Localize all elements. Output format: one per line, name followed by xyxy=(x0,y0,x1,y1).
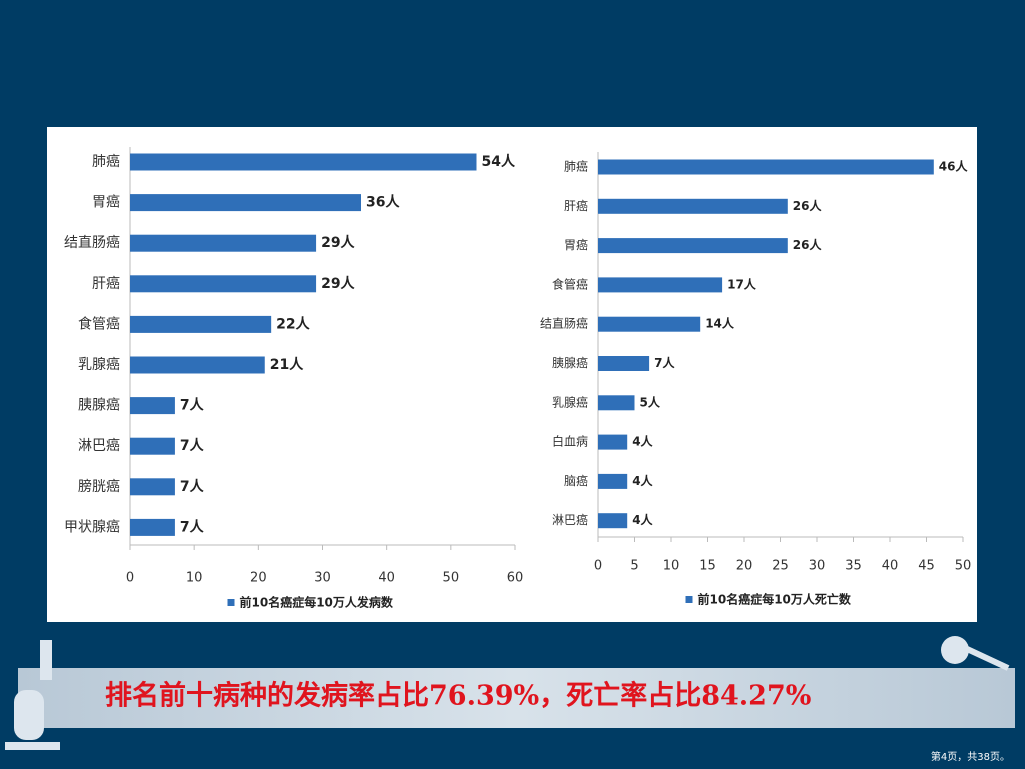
y-tick-label: 胰腺癌 xyxy=(78,398,120,414)
value-label: 36人 xyxy=(366,194,400,211)
bar xyxy=(130,437,175,455)
legend-label: 前10名癌症每10万人死亡数 xyxy=(698,592,852,607)
y-tick-label: 胰腺癌 xyxy=(552,355,588,370)
value-label: 7人 xyxy=(654,355,675,370)
bar xyxy=(130,315,272,333)
y-tick-label: 白血病 xyxy=(552,434,588,449)
bar xyxy=(130,153,477,171)
x-tick-label: 45 xyxy=(918,559,935,574)
y-tick-label: 肝癌 xyxy=(564,198,588,213)
y-tick-label: 胃癌 xyxy=(92,195,120,211)
y-tick-label: 脑癌 xyxy=(564,473,588,488)
value-label: 26人 xyxy=(793,198,823,213)
y-tick-label: 肺癌 xyxy=(564,159,588,174)
microscope-icon xyxy=(5,640,60,750)
bar xyxy=(598,434,628,450)
y-tick-label: 淋巴癌 xyxy=(78,438,120,454)
value-label: 54人 xyxy=(482,153,516,170)
bar xyxy=(130,234,317,252)
x-tick-label: 50 xyxy=(955,559,972,574)
bar xyxy=(598,238,788,254)
caption-band xyxy=(18,668,1015,728)
x-tick-label: 40 xyxy=(378,571,395,586)
bar xyxy=(598,198,788,214)
value-label: 7人 xyxy=(180,397,205,414)
value-label: 7人 xyxy=(180,478,205,495)
bar xyxy=(130,194,361,212)
x-tick-label: 20 xyxy=(736,559,753,574)
x-tick-label: 10 xyxy=(663,559,680,574)
bar xyxy=(130,397,175,415)
value-label: 22人 xyxy=(276,315,310,332)
bar xyxy=(598,277,723,293)
x-tick-label: 5 xyxy=(630,559,638,574)
bar xyxy=(598,473,628,489)
y-tick-label: 胃癌 xyxy=(564,237,588,252)
y-tick-label: 膀胱癌 xyxy=(78,478,120,495)
bar xyxy=(598,356,650,371)
x-tick-label: 40 xyxy=(882,559,899,574)
y-tick-label: 肺癌 xyxy=(92,154,120,170)
lamp-icon xyxy=(941,636,1010,671)
x-tick-label: 30 xyxy=(809,559,826,574)
value-label: 4人 xyxy=(632,512,653,527)
y-tick-label: 甲状腺癌 xyxy=(64,519,120,535)
bar xyxy=(130,275,317,293)
bar xyxy=(598,316,701,332)
value-label: 14人 xyxy=(705,316,735,331)
x-tick-label: 20 xyxy=(250,571,267,586)
x-tick-label: 10 xyxy=(186,571,203,586)
x-tick-label: 50 xyxy=(443,571,460,586)
y-tick-label: 结直肠癌 xyxy=(64,234,120,251)
legend-label: 前10名癌症每10万人发病数 xyxy=(240,595,394,610)
value-label: 21人 xyxy=(270,356,304,373)
x-tick-label: 15 xyxy=(699,559,716,574)
y-tick-label: 食管癌 xyxy=(78,315,120,332)
x-tick-label: 35 xyxy=(845,559,862,574)
legend-swatch xyxy=(685,596,693,603)
x-tick-label: 0 xyxy=(594,559,602,574)
bar xyxy=(130,478,175,496)
value-label: 7人 xyxy=(180,437,205,454)
bar xyxy=(598,159,934,175)
value-label: 29人 xyxy=(321,234,355,251)
value-label: 17人 xyxy=(727,276,757,291)
value-label: 29人 xyxy=(321,275,355,292)
y-tick-label: 食管癌 xyxy=(552,276,588,291)
legend-swatch xyxy=(227,599,235,606)
y-tick-label: 结直肠癌 xyxy=(540,316,588,331)
page-label: 第4页，共38页。 xyxy=(931,750,1010,763)
value-label: 5人 xyxy=(640,394,661,409)
x-tick-label: 25 xyxy=(772,559,789,574)
y-tick-label: 肝癌 xyxy=(92,276,120,292)
value-label: 4人 xyxy=(632,434,653,449)
value-label: 4人 xyxy=(632,473,653,488)
value-label: 26人 xyxy=(793,237,823,252)
y-tick-label: 乳腺癌 xyxy=(78,357,120,373)
y-tick-label: 乳腺癌 xyxy=(552,394,588,409)
value-label: 46人 xyxy=(939,159,969,174)
value-label: 7人 xyxy=(180,518,205,535)
bar xyxy=(598,395,635,411)
bar xyxy=(130,518,175,536)
x-tick-label: 0 xyxy=(126,571,134,586)
y-tick-label: 淋巴癌 xyxy=(552,512,588,527)
x-tick-label: 60 xyxy=(507,571,524,586)
x-tick-label: 30 xyxy=(314,571,331,586)
caption: 排名前十病种的发病率占比76.39%，死亡率占比84.27% xyxy=(105,680,811,712)
bar xyxy=(598,513,628,529)
bar xyxy=(130,356,265,374)
